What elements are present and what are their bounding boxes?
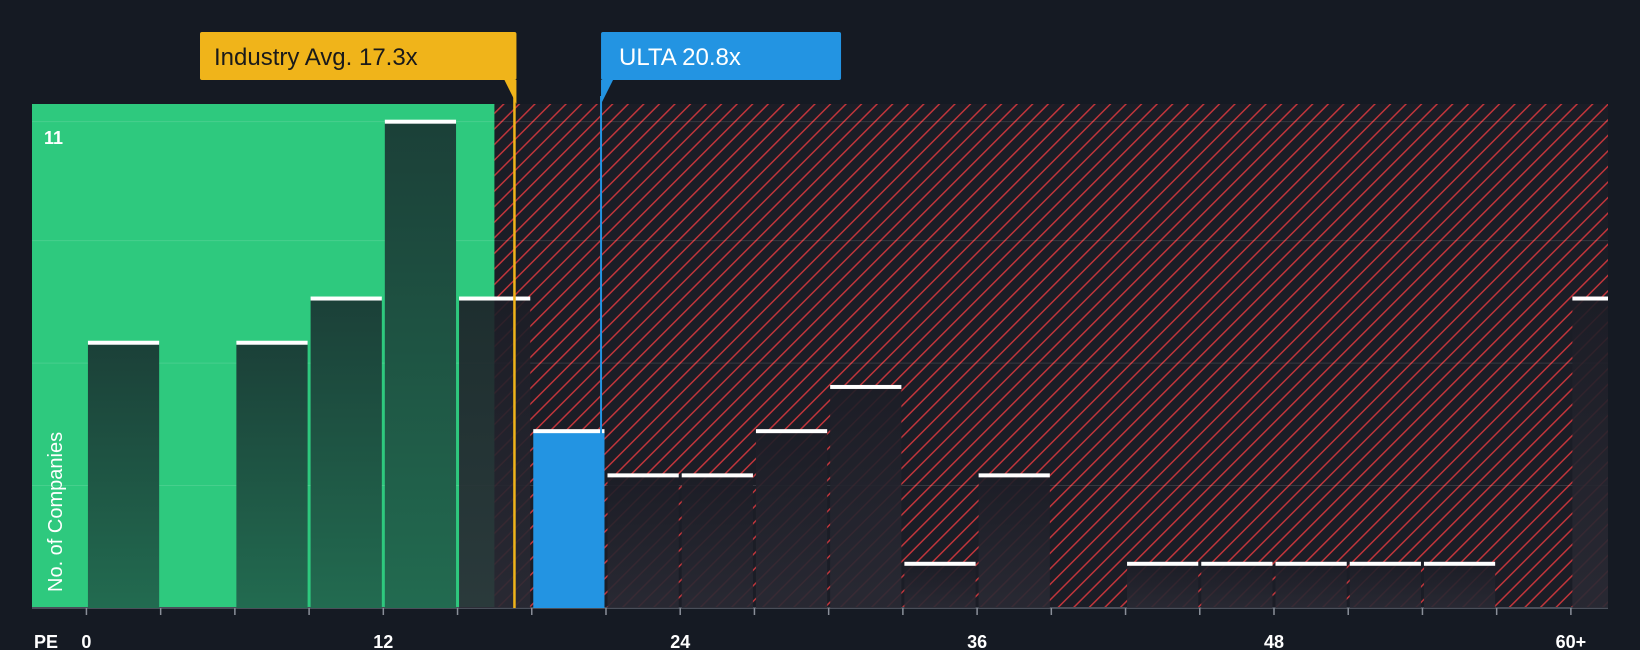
company-pointer xyxy=(601,80,614,104)
x-tick-label-1: 12 xyxy=(373,632,393,650)
company-box xyxy=(601,32,842,80)
callouts-layer: Industry Avg. 17.3x ULTA 20.8x xyxy=(200,32,842,104)
bar-10 xyxy=(904,563,976,608)
y-max-label: 11 xyxy=(44,128,63,148)
company-callout: ULTA 20.8x xyxy=(601,32,842,104)
x-ticks-layer: 0 12 24 36 48 60+ xyxy=(81,608,1586,650)
labels-layer: 11 No. of Companies PE xyxy=(34,128,67,650)
bar-13 xyxy=(1201,563,1273,608)
bar-cap-8 xyxy=(755,429,828,434)
bar-cap-5 xyxy=(533,429,605,434)
bar-5 xyxy=(533,431,605,608)
overvalued-zone xyxy=(494,104,1608,608)
industry-avg-callout: Industry Avg. 17.3x xyxy=(200,32,517,104)
x-tick-label-2: 24 xyxy=(670,632,690,650)
bar-12 xyxy=(1127,563,1199,608)
x-tick-label-5: 60+ xyxy=(1556,632,1587,650)
x-tick-label-0: 0 xyxy=(81,632,91,650)
industry-avg-pointer xyxy=(504,80,517,104)
bar-9 xyxy=(830,386,902,608)
markers-layer xyxy=(513,96,603,608)
x-axis-label: PE xyxy=(34,632,58,650)
bar-1 xyxy=(236,342,308,608)
bar-2 xyxy=(310,298,382,608)
bar-4 xyxy=(459,298,531,608)
bar-0 xyxy=(87,342,160,608)
bar-cap-17 xyxy=(1572,296,1608,301)
bar-cap-13 xyxy=(1201,561,1273,566)
bar-cap-3 xyxy=(384,119,457,124)
bar-17 xyxy=(1572,298,1608,608)
x-tick-label-4: 48 xyxy=(1264,632,1284,650)
bar-14 xyxy=(1275,563,1347,608)
y-axis-label: No. of Companies xyxy=(45,432,67,592)
bar-cap-7 xyxy=(681,473,753,478)
bar-6 xyxy=(607,475,679,608)
company-label: ULTA 20.8x xyxy=(619,44,741,71)
bar-cap-1 xyxy=(236,340,308,345)
bar-cap-2 xyxy=(310,296,382,301)
industry-avg-label: Industry Avg. 17.3x xyxy=(214,44,418,71)
bar-11 xyxy=(978,475,1050,608)
bar-cap-6 xyxy=(607,473,679,478)
bar-cap-16 xyxy=(1423,561,1496,566)
bar-cap-14 xyxy=(1275,561,1347,566)
bar-16 xyxy=(1423,563,1496,608)
bar-cap-0 xyxy=(87,340,160,345)
x-tick-label-3: 36 xyxy=(967,632,987,650)
bar-cap-15 xyxy=(1349,561,1421,566)
bar-8 xyxy=(755,431,828,608)
bar-cap-11 xyxy=(978,473,1050,478)
bar-7 xyxy=(681,475,753,608)
bar-cap-4 xyxy=(459,296,531,301)
bars-layer xyxy=(87,119,1608,609)
bar-cap-12 xyxy=(1127,561,1199,566)
bar-15 xyxy=(1349,563,1421,608)
bar-3 xyxy=(384,121,457,609)
industry-avg-box xyxy=(200,32,517,80)
bar-cap-10 xyxy=(904,561,976,566)
bar-cap-9 xyxy=(830,384,902,389)
